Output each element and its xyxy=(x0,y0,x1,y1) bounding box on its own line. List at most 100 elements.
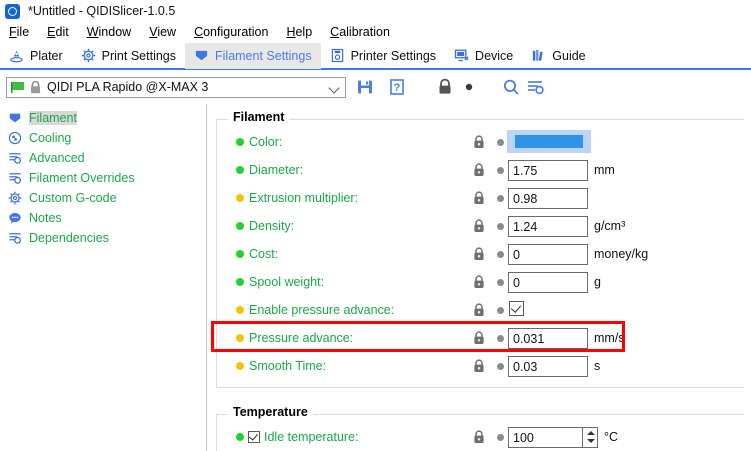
books-icon xyxy=(533,49,543,61)
setting-input[interactable]: 1.75 xyxy=(508,160,588,181)
setting-input[interactable]: 100 xyxy=(508,427,598,448)
mode-button[interactable] xyxy=(525,77,545,97)
revert-dot-icon[interactable] xyxy=(497,335,504,342)
tab-device[interactable]: Device xyxy=(445,43,522,69)
color-swatch-button[interactable] xyxy=(507,130,591,153)
status-dot-icon xyxy=(236,362,244,370)
setting-input[interactable]: 0.031 xyxy=(508,328,588,349)
window-title: *Untitled - QIDISlicer-1.0.5 xyxy=(28,4,176,18)
setting-unit: money/kg xyxy=(594,247,649,261)
sidebar-item-advanced[interactable]: Advanced xyxy=(0,148,206,168)
menu-accelerator: H xyxy=(286,25,296,39)
menu-item-label: ile xyxy=(16,25,30,39)
menu-item-window[interactable]: Window xyxy=(78,25,140,39)
menu-item-calibration[interactable]: Calibration xyxy=(321,25,399,39)
spinner-buttons[interactable] xyxy=(582,428,597,447)
sidebar-item-dependencies[interactable]: Dependencies xyxy=(0,228,206,248)
setting-checkbox[interactable] xyxy=(509,301,524,316)
app-logo-icon xyxy=(5,3,20,19)
tab-guide[interactable]: Guide xyxy=(522,43,594,69)
settings-sidebar: Filament Cooling Advanced Filament Override… xyxy=(0,104,207,451)
monitor-icon xyxy=(454,49,469,62)
svg-text:?: ? xyxy=(394,82,401,94)
group-rows: Color: Diameter: 1.75 mm Extrusion multiplie… xyxy=(216,110,744,380)
lock-toggle-button[interactable] xyxy=(435,77,455,97)
sidebar-item-filament[interactable]: Filament xyxy=(0,108,206,128)
sidebar-item-label: Cooling xyxy=(29,131,72,145)
setting-unit: s xyxy=(594,359,601,373)
checkmark-icon xyxy=(510,302,522,313)
sidebar-item-cooling[interactable]: Cooling xyxy=(0,128,206,148)
tab-print-settings[interactable]: Print Settings xyxy=(72,43,185,69)
save-preset-button[interactable] xyxy=(355,77,375,97)
menu-item-configuration[interactable]: Configuration xyxy=(185,25,277,39)
plater-icon xyxy=(10,50,23,63)
revert-dot-icon[interactable] xyxy=(497,279,504,286)
lock-closed-icon[interactable] xyxy=(473,135,485,149)
setting-unit: g/cm³ xyxy=(594,219,626,233)
setting-input[interactable]: 1.24 xyxy=(508,216,588,237)
revert-dot-icon[interactable] xyxy=(497,195,504,202)
tab-filament-settings[interactable]: Filament Settings xyxy=(185,42,321,69)
tab-label: Filament Settings xyxy=(215,48,312,63)
lock-closed-icon[interactable] xyxy=(473,191,485,205)
preset-name: QIDI PLA Rapido @X-MAX 3 xyxy=(47,80,209,94)
setting-input[interactable]: 0 xyxy=(508,272,588,293)
setting-label: Color: xyxy=(249,135,283,149)
spinner-up-icon[interactable] xyxy=(586,431,595,435)
setting-input[interactable]: 0.03 xyxy=(508,356,588,377)
revert-dot-button[interactable] xyxy=(459,77,479,97)
menu-accelerator: C xyxy=(194,25,204,39)
tab-plater[interactable]: Plater xyxy=(0,43,72,69)
revert-dot-icon[interactable] xyxy=(497,363,504,370)
menu-accelerator: F xyxy=(9,25,17,39)
sidebar-item-label: Filament xyxy=(29,111,77,125)
settings-row: Cost: 0 money/kg xyxy=(216,240,744,268)
revert-dot-icon[interactable] xyxy=(497,167,504,174)
filament-spool-icon xyxy=(9,113,21,123)
setting-label: Enable pressure advance: xyxy=(249,303,395,317)
lock-closed-icon[interactable] xyxy=(473,359,485,373)
lock-closed-icon[interactable] xyxy=(473,219,485,233)
lock-closed-icon[interactable] xyxy=(473,331,485,345)
settings-content: Filament Color: Diameter: 1.75 mm Extrusion m… xyxy=(208,104,751,451)
lock-closed-icon[interactable] xyxy=(473,247,485,261)
sidebar-item-custom-g-code[interactable]: Custom G-code xyxy=(0,188,206,208)
menu-item-view[interactable]: View xyxy=(140,25,185,39)
setting-label: Smooth Time: xyxy=(249,359,327,373)
menu-item-file[interactable]: File xyxy=(0,25,38,39)
setting-label: Extrusion multiplier: xyxy=(249,191,359,205)
menu-bar: File Edit Window View Configuration Help Calib… xyxy=(0,22,751,42)
setting-unit: mm xyxy=(594,163,615,177)
group-rows: Idle temperature: 100 °C xyxy=(216,405,744,451)
setting-label: Cost: xyxy=(249,247,279,261)
menu-item-edit[interactable]: Edit xyxy=(38,25,78,39)
menu-accelerator: C xyxy=(330,25,340,39)
setting-unit: g xyxy=(594,275,601,289)
revert-dot-icon[interactable] xyxy=(497,251,504,258)
sidebar-item-notes[interactable]: Notes xyxy=(0,208,206,228)
lock-closed-icon[interactable] xyxy=(473,275,485,289)
color-swatch xyxy=(515,135,583,148)
spinner-down-icon[interactable] xyxy=(586,439,595,443)
tab-printer-settings[interactable]: Printer Settings xyxy=(321,43,445,69)
setting-input[interactable]: 0.98 xyxy=(508,188,588,209)
revert-dot-icon[interactable] xyxy=(497,434,504,441)
lock-closed-icon[interactable] xyxy=(473,430,485,444)
search-button[interactable] xyxy=(501,77,521,97)
question-button[interactable]: ? xyxy=(387,77,407,97)
printer-icon xyxy=(331,48,343,63)
menu-item-label: dit xyxy=(55,25,69,39)
menu-item-help[interactable]: Help xyxy=(277,25,321,39)
lock-closed-icon[interactable] xyxy=(473,303,485,317)
revert-dot-icon[interactable] xyxy=(497,223,504,230)
revert-dot-icon[interactable] xyxy=(497,139,504,146)
row-enable-checkbox[interactable] xyxy=(248,431,260,443)
settings-row: Extrusion multiplier: 0.98 xyxy=(216,184,744,212)
setting-input[interactable]: 0 xyxy=(508,244,588,265)
sliders-icon xyxy=(9,153,22,164)
lock-closed-icon[interactable] xyxy=(473,163,485,177)
preset-combobox[interactable]: QIDI PLA Rapido @X-MAX 3 xyxy=(6,76,346,98)
sidebar-item-filament-overrides[interactable]: Filament Overrides xyxy=(0,168,206,188)
revert-dot-icon[interactable] xyxy=(497,307,504,314)
